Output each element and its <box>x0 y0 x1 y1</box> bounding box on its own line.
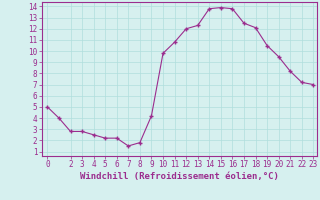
X-axis label: Windchill (Refroidissement éolien,°C): Windchill (Refroidissement éolien,°C) <box>80 172 279 181</box>
